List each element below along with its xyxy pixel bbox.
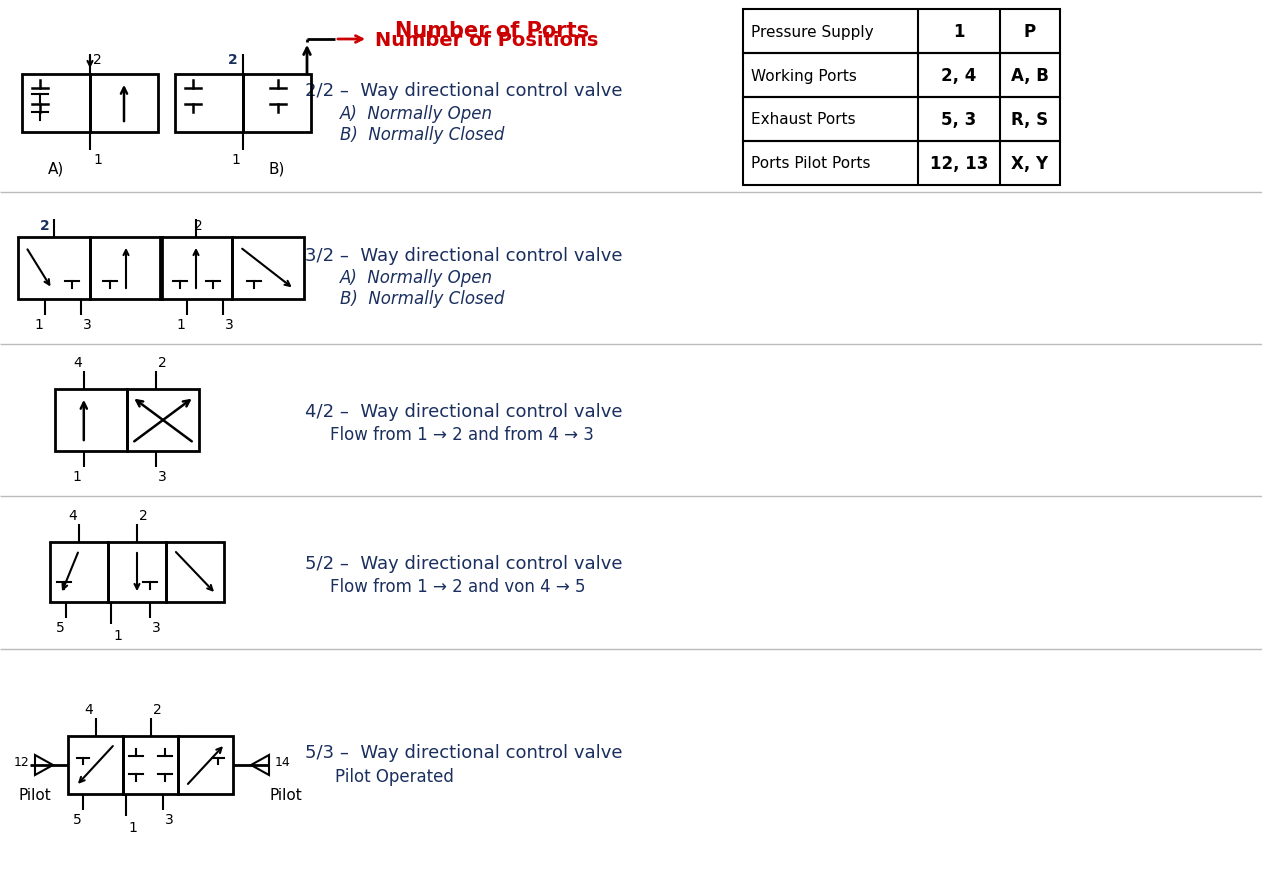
Bar <box>743 142 1060 186</box>
Bar <box>175 75 244 132</box>
Bar <box>109 542 167 602</box>
Text: B)  Normally Closed: B) Normally Closed <box>339 126 505 144</box>
Text: A)  Normally Open: A) Normally Open <box>339 268 493 287</box>
Text: B)  Normally Closed: B) Normally Closed <box>339 289 505 308</box>
Text: 5: 5 <box>73 812 82 826</box>
Text: 4/2 –  Way directional control valve: 4/2 – Way directional control valve <box>305 403 622 420</box>
Text: Ports Pilot Ports: Ports Pilot Ports <box>751 156 871 171</box>
Bar <box>167 542 223 602</box>
Bar <box>743 10 1060 54</box>
Bar <box>18 238 90 300</box>
Bar <box>56 389 127 452</box>
Text: 1: 1 <box>93 153 102 167</box>
Bar <box>743 98 1060 142</box>
Text: Working Ports: Working Ports <box>751 68 857 83</box>
Text: 5/2 –  Way directional control valve: 5/2 – Way directional control valve <box>305 554 622 573</box>
Text: 1: 1 <box>114 628 122 642</box>
Text: 1: 1 <box>231 153 240 167</box>
Bar <box>50 542 109 602</box>
Text: 3: 3 <box>164 812 173 826</box>
Text: 2: 2 <box>40 218 49 232</box>
Text: 3/2 –  Way directional control valve: 3/2 – Way directional control valve <box>305 246 622 265</box>
Text: 4: 4 <box>73 355 82 369</box>
Bar <box>90 75 158 132</box>
Text: B): B) <box>269 160 285 175</box>
Text: 1: 1 <box>953 23 964 41</box>
Text: 2: 2 <box>228 53 237 67</box>
Text: 2: 2 <box>194 218 203 232</box>
Text: 1: 1 <box>177 317 186 332</box>
Text: 1: 1 <box>73 469 82 483</box>
Bar <box>160 238 232 300</box>
Text: Flow from 1 → 2 and from 4 → 3: Flow from 1 → 2 and from 4 → 3 <box>329 425 594 444</box>
Bar <box>244 75 310 132</box>
Text: Exhaust Ports: Exhaust Ports <box>751 112 856 127</box>
Text: 2, 4: 2, 4 <box>941 67 977 85</box>
Text: 1: 1 <box>127 820 136 834</box>
Bar <box>127 389 199 452</box>
Text: 3: 3 <box>226 317 235 332</box>
Text: A): A) <box>48 160 64 175</box>
Text: Flow from 1 → 2 and von 4 → 5: Flow from 1 → 2 and von 4 → 5 <box>329 577 586 595</box>
Text: 5/3 –  Way directional control valve: 5/3 – Way directional control valve <box>305 743 622 761</box>
Text: Number of Positions: Number of Positions <box>375 31 598 49</box>
Text: 2: 2 <box>158 355 167 369</box>
Text: 5: 5 <box>56 620 64 634</box>
Text: 3: 3 <box>83 317 92 332</box>
Text: A)  Normally Open: A) Normally Open <box>339 105 493 123</box>
Text: Pilot Operated: Pilot Operated <box>334 767 454 785</box>
Bar <box>232 238 304 300</box>
Bar <box>122 736 178 794</box>
Text: Pressure Supply: Pressure Supply <box>751 25 873 39</box>
Text: 3: 3 <box>151 620 160 634</box>
Bar <box>21 75 90 132</box>
Text: 5, 3: 5, 3 <box>941 111 977 129</box>
Bar <box>743 54 1060 98</box>
Text: 14: 14 <box>275 756 290 768</box>
Text: R, S: R, S <box>1011 111 1049 129</box>
Text: 2/2 –  Way directional control valve: 2/2 – Way directional control valve <box>305 82 622 100</box>
Text: 4: 4 <box>85 702 93 717</box>
Bar <box>68 736 122 794</box>
Text: Number of Ports: Number of Ports <box>395 21 589 41</box>
Text: 12, 13: 12, 13 <box>930 155 988 173</box>
Text: X, Y: X, Y <box>1011 155 1049 173</box>
Text: 12: 12 <box>13 756 29 768</box>
Text: 4: 4 <box>68 509 77 523</box>
Text: 3: 3 <box>158 469 167 483</box>
Text: Pilot: Pilot <box>270 787 303 802</box>
Bar <box>178 736 233 794</box>
Text: 2: 2 <box>139 509 148 523</box>
Text: 1: 1 <box>34 317 43 332</box>
Text: Pilot: Pilot <box>19 787 52 802</box>
Text: P: P <box>1023 23 1036 41</box>
Bar <box>90 238 162 300</box>
Text: 2: 2 <box>153 702 162 717</box>
Text: 2: 2 <box>93 53 102 67</box>
Text: A, B: A, B <box>1011 67 1049 85</box>
